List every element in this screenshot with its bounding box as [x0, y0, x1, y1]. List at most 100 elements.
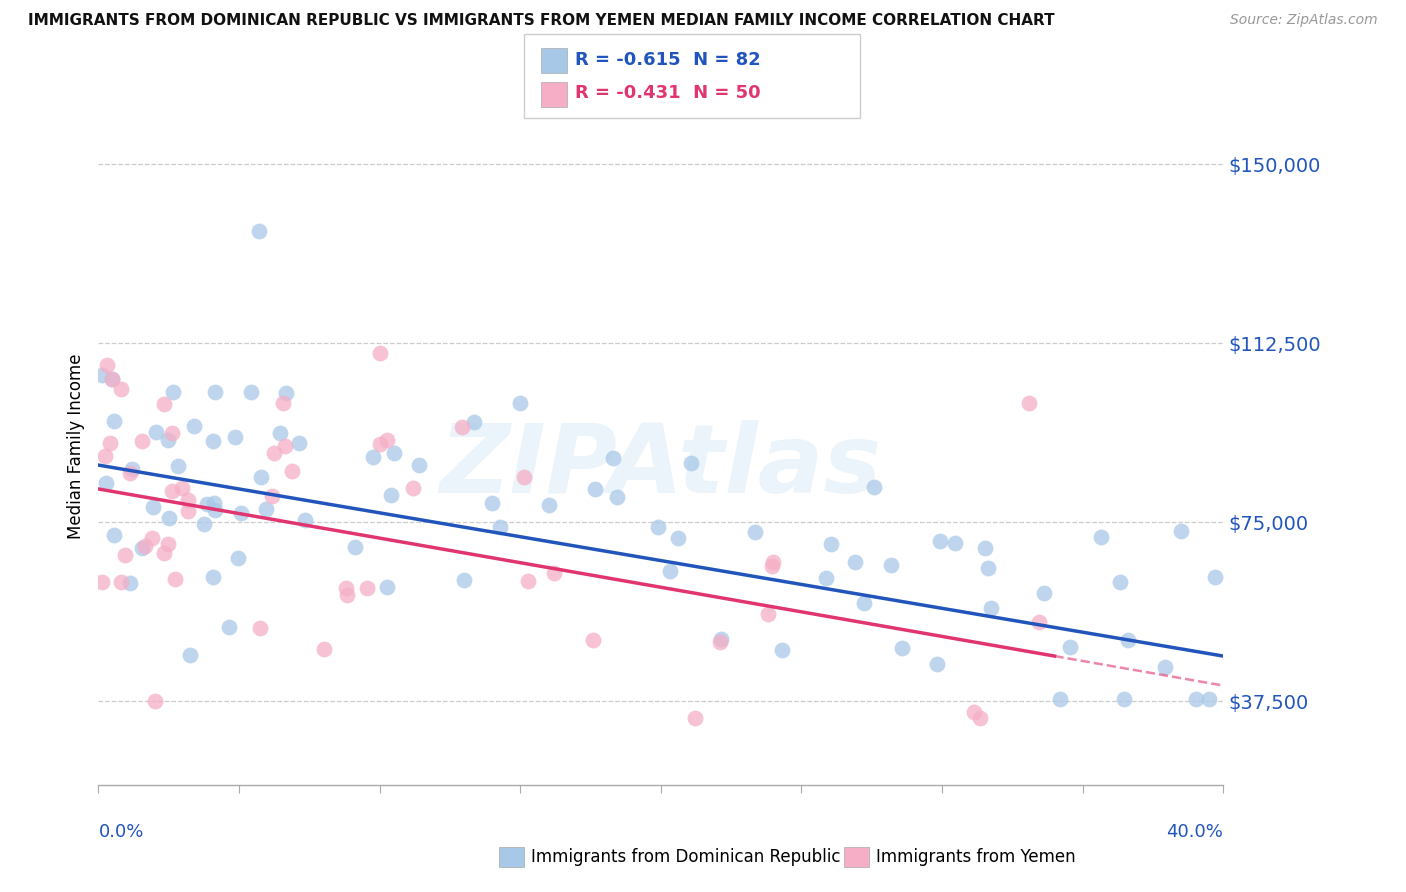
Text: Immigrants from Dominican Republic: Immigrants from Dominican Republic — [531, 848, 841, 866]
Point — [1170, 524, 1192, 539]
Point — [582, 633, 605, 648]
Point — [1184, 692, 1206, 706]
Point — [229, 507, 252, 521]
Point — [602, 451, 624, 466]
Point — [1049, 692, 1071, 706]
Point — [98, 436, 121, 450]
Point — [131, 541, 153, 556]
Point — [1033, 586, 1056, 600]
Point — [343, 540, 366, 554]
Point — [177, 504, 200, 518]
Point — [977, 561, 1000, 575]
Point — [179, 648, 201, 663]
Point — [481, 496, 503, 510]
Point — [1090, 530, 1112, 544]
Point — [276, 386, 298, 401]
Point — [815, 571, 838, 585]
Point — [744, 524, 766, 539]
Text: Source: ZipAtlas.com: Source: ZipAtlas.com — [1230, 13, 1378, 28]
Point — [156, 537, 179, 551]
Point — [335, 581, 357, 595]
Point — [489, 520, 512, 534]
Point — [195, 497, 218, 511]
Text: IMMIGRANTS FROM DOMINICAN REPUBLIC VS IMMIGRANTS FROM YEMEN MEDIAN FAMILY INCOME: IMMIGRANTS FROM DOMINICAN REPUBLIC VS IM… — [28, 13, 1054, 29]
Point — [762, 556, 785, 570]
Point — [1059, 640, 1081, 655]
Point — [280, 464, 302, 478]
Point — [260, 489, 283, 503]
Point — [509, 396, 531, 410]
Point — [96, 358, 118, 372]
Point — [375, 434, 398, 448]
Point — [583, 483, 606, 497]
Point — [160, 426, 183, 441]
Point — [513, 470, 536, 484]
Text: R = -0.431  N = 50: R = -0.431 N = 50 — [575, 84, 761, 102]
Point — [1204, 570, 1226, 584]
Point — [110, 574, 132, 589]
Point — [928, 534, 950, 549]
Point — [314, 642, 336, 657]
Point — [538, 498, 561, 512]
Point — [361, 450, 384, 465]
Point — [103, 414, 125, 428]
Point — [142, 500, 165, 514]
Point — [852, 596, 875, 610]
Point — [543, 566, 565, 580]
Point — [218, 620, 240, 634]
Point — [659, 564, 682, 578]
Point — [683, 711, 706, 725]
Point — [250, 470, 273, 484]
Point — [606, 490, 628, 504]
Point — [382, 446, 405, 460]
Point — [287, 436, 309, 450]
Point — [247, 224, 270, 238]
Point — [118, 467, 141, 481]
Point — [820, 537, 842, 551]
Point — [202, 496, 225, 510]
Point — [380, 488, 402, 502]
Point — [356, 581, 378, 595]
Point — [758, 607, 780, 622]
Point — [263, 446, 285, 460]
Point — [183, 419, 205, 434]
Point — [134, 539, 156, 553]
Point — [131, 434, 153, 448]
Point — [375, 580, 398, 594]
Point — [91, 368, 114, 382]
Point — [943, 535, 966, 549]
Point — [120, 575, 142, 590]
Point — [761, 559, 783, 574]
Point — [891, 640, 914, 655]
Point — [1116, 632, 1139, 647]
Point — [269, 426, 291, 441]
Y-axis label: Median Family Income: Median Family Income — [66, 353, 84, 539]
Point — [668, 531, 690, 545]
Point — [1109, 575, 1132, 590]
Point — [224, 429, 246, 443]
Point — [153, 397, 176, 411]
Point — [880, 558, 903, 573]
Point — [239, 384, 262, 399]
Point — [204, 384, 226, 399]
Point — [368, 345, 391, 359]
Point — [254, 501, 277, 516]
Point — [162, 385, 184, 400]
Point — [451, 420, 474, 434]
Point — [336, 588, 359, 602]
Point — [647, 520, 669, 534]
Point — [249, 621, 271, 635]
Point — [93, 449, 115, 463]
Point — [103, 527, 125, 541]
Point — [204, 503, 226, 517]
Point — [273, 439, 295, 453]
Point — [1198, 692, 1220, 706]
Point — [1112, 692, 1135, 706]
Point — [193, 516, 215, 531]
Point — [368, 436, 391, 450]
Point — [1153, 660, 1175, 674]
Point — [863, 480, 886, 494]
Point — [401, 481, 423, 495]
Point — [160, 483, 183, 498]
Point — [201, 570, 224, 584]
